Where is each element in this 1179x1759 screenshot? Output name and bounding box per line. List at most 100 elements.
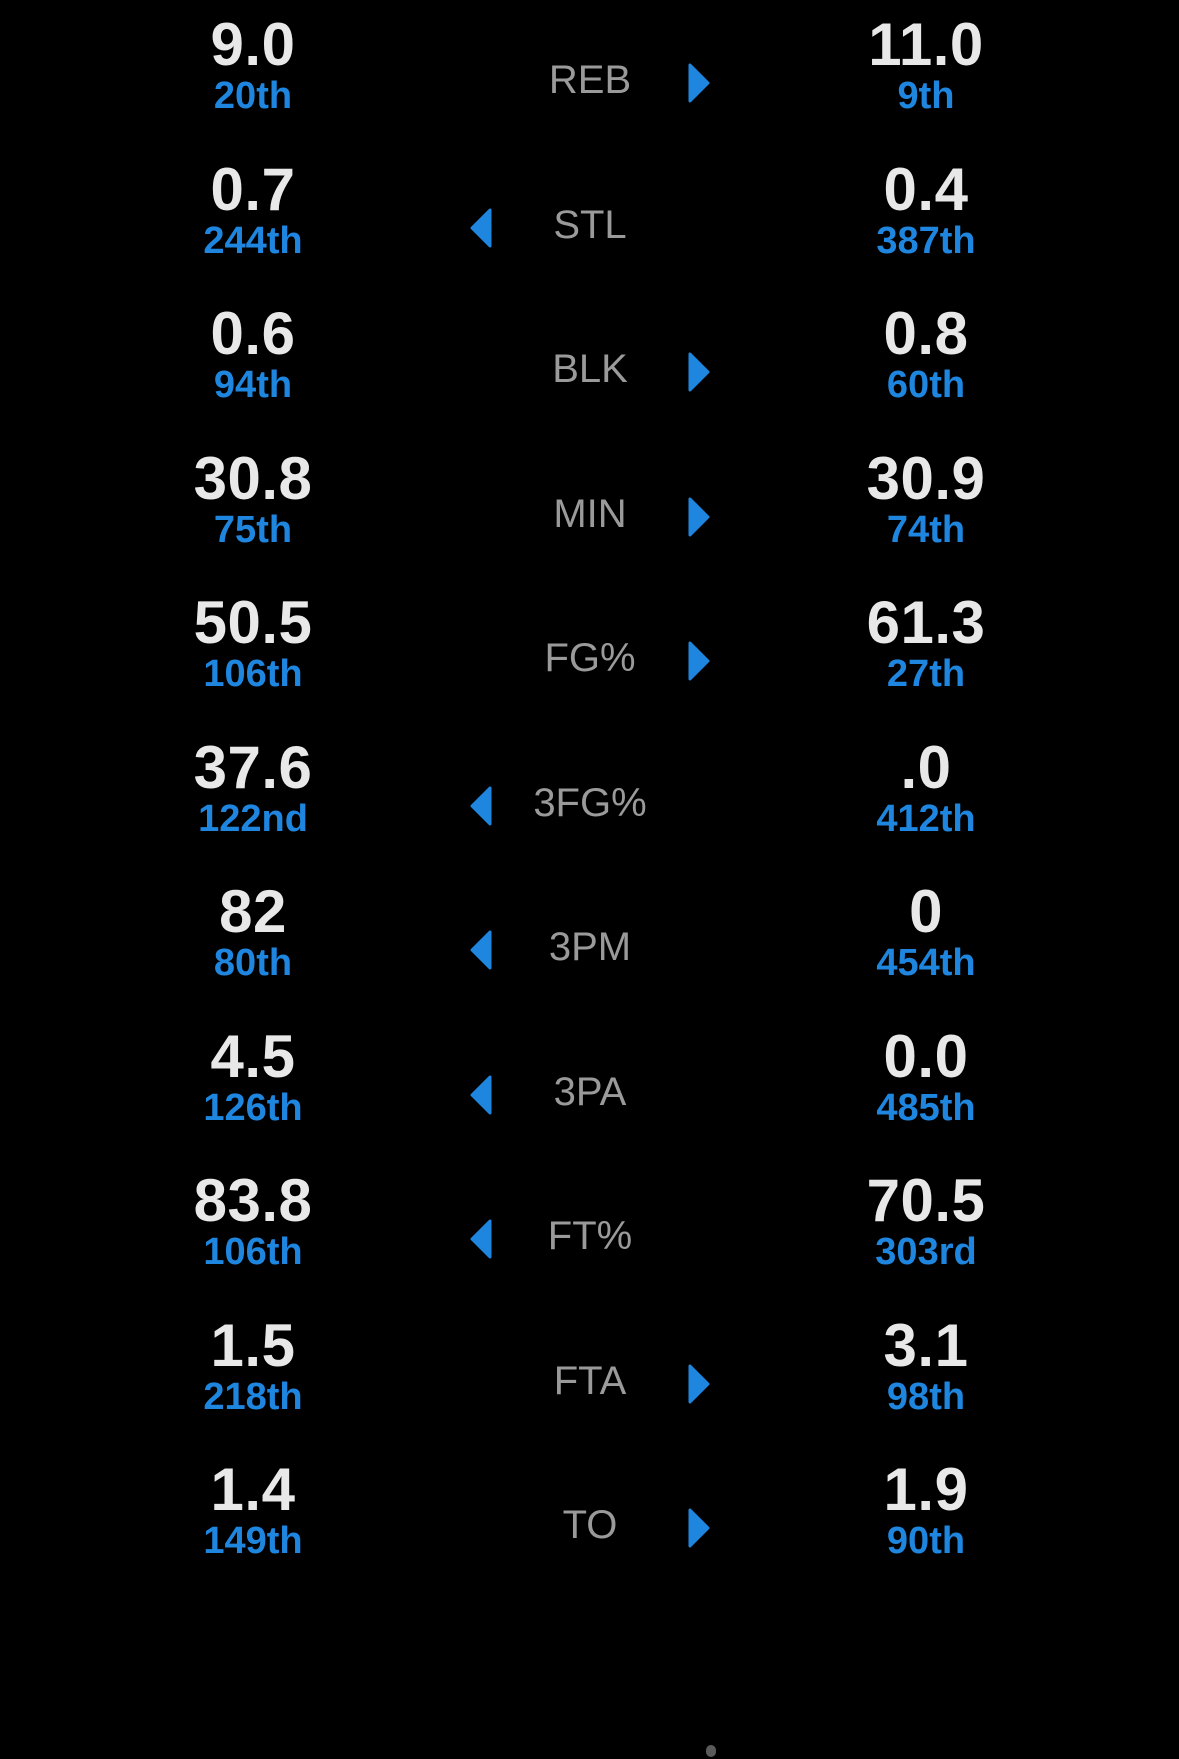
left-stat-value: 1.5 [210, 1311, 296, 1379]
right-stat-value: 3.1 [883, 1311, 969, 1379]
stat-row-blk[interactable]: 0.6 94th BLK 0.8 60th [0, 301, 1179, 463]
stat-row-3fg-pct[interactable]: 37.6 122nd 3FG% .0 412th [0, 733, 1179, 897]
left-player-stat: 0.7 244th [123, 155, 383, 263]
stat-row-reb[interactable]: 9.0 20th REB 11.0 9th [0, 12, 1179, 174]
right-stat-rank: 9th [897, 75, 955, 117]
right-stat-value: 0 [909, 878, 943, 945]
right-stat-rank: 454th [876, 942, 976, 984]
left-stat-rank: 75th [213, 508, 293, 551]
chevron-left-icon [468, 1075, 494, 1115]
left-player-stat: 4.5 126th [123, 1022, 383, 1130]
right-stat-value: 0.4 [883, 155, 969, 223]
left-player-stat: 82 80th [123, 879, 383, 985]
right-player-stat: 0 454th [796, 879, 1056, 985]
left-player-stat: 30.8 75th [123, 444, 383, 552]
right-stat-rank: 90th [886, 1520, 966, 1562]
left-stat-rank: 218th [203, 1375, 303, 1418]
stat-row-3pm[interactable]: 82 80th 3PM 0 454th [0, 879, 1179, 1041]
left-stat-value: 0.7 [210, 155, 296, 223]
stat-label: 3PM [548, 925, 632, 969]
right-stat-rank: 74th [886, 508, 966, 551]
left-stat-rank: 149th [203, 1520, 303, 1562]
right-player-stat: 1.9 90th [796, 1457, 1056, 1563]
left-player-stat: 83.8 106th [123, 1168, 383, 1274]
right-player-stat: 11.0 9th [796, 12, 1056, 118]
chevron-left-icon [468, 786, 494, 826]
right-stat-value: 70.5 [866, 1167, 986, 1234]
stat-label: FT% [547, 1214, 633, 1258]
left-stat-rank: 106th [203, 1231, 303, 1273]
chevron-right-icon [686, 497, 712, 537]
chevron-left-icon [468, 930, 494, 970]
chevron-right-icon [686, 641, 712, 681]
right-player-stat: 0.4 387th [796, 155, 1056, 263]
right-player-stat: 61.3 27th [796, 590, 1056, 696]
right-stat-rank: 27th [886, 653, 966, 695]
right-stat-value: 0.8 [883, 300, 969, 367]
stat-label: FTA [553, 1358, 627, 1403]
stat-row-stl[interactable]: 0.7 244th STL 0.4 387th [0, 155, 1179, 319]
left-stat-rank: 122nd [198, 797, 308, 840]
stat-label: STL [553, 202, 627, 247]
left-stat-value: 37.6 [193, 733, 313, 801]
right-player-stat: 30.9 74th [796, 444, 1056, 552]
right-stat-value: 0.0 [883, 1022, 969, 1090]
right-stat-rank: 412th [876, 797, 976, 840]
left-player-stat: 37.6 122nd [123, 733, 383, 841]
right-player-stat: .0 412th [796, 733, 1056, 841]
right-stat-value: 1.9 [883, 1456, 969, 1523]
chevron-right-icon [686, 1508, 712, 1548]
right-stat-rank: 303rd [875, 1231, 977, 1273]
chevron-right-icon [686, 63, 712, 103]
stat-row-min[interactable]: 30.8 75th MIN 30.9 74th [0, 444, 1179, 608]
stat-row-3pa[interactable]: 4.5 126th 3PA 0.0 485th [0, 1022, 1179, 1186]
right-player-stat: 0.8 60th [796, 301, 1056, 407]
left-player-stat: 9.0 20th [123, 12, 383, 118]
left-player-stat: 50.5 106th [123, 590, 383, 696]
chevron-left-icon [468, 208, 494, 248]
right-stat-rank: 98th [886, 1375, 966, 1418]
stat-label: REB [548, 58, 632, 102]
stat-row-fg-pct[interactable]: 50.5 106th FG% 61.3 27th [0, 590, 1179, 752]
left-stat-rank: 94th [213, 364, 293, 406]
chevron-left-icon [468, 1219, 494, 1259]
left-stat-value: 30.8 [193, 444, 313, 512]
stat-label: BLK [552, 347, 628, 391]
stat-label: TO [562, 1503, 618, 1547]
right-stat-value: 11.0 [868, 11, 984, 78]
right-stat-rank: 387th [876, 219, 976, 262]
left-stat-rank: 106th [203, 653, 303, 695]
stat-row-ft-pct[interactable]: 83.8 106th FT% 70.5 303rd [0, 1168, 1179, 1330]
right-player-stat: 0.0 485th [796, 1022, 1056, 1130]
stat-label: 3PA [553, 1069, 627, 1114]
left-player-stat: 0.6 94th [123, 301, 383, 407]
scroll-indicator[interactable] [706, 1745, 716, 1757]
left-player-stat: 1.5 218th [123, 1311, 383, 1419]
left-stat-rank: 20th [213, 75, 293, 117]
left-stat-value: 82 [219, 878, 287, 945]
chevron-right-icon [686, 352, 712, 392]
right-stat-value: 61.3 [866, 589, 986, 656]
chevron-right-icon [686, 1364, 712, 1404]
right-stat-rank: 60th [886, 364, 966, 406]
right-player-stat: 3.1 98th [796, 1311, 1056, 1419]
stat-label: FG% [544, 636, 636, 680]
stat-label: 3FG% [533, 780, 647, 825]
right-stat-value: 30.9 [866, 444, 986, 512]
right-player-stat: 70.5 303rd [796, 1168, 1056, 1274]
left-stat-value: 9.0 [210, 11, 296, 78]
left-stat-value: 4.5 [210, 1022, 296, 1090]
stat-label: MIN [553, 491, 627, 536]
left-stat-value: 50.5 [193, 589, 313, 656]
left-player-stat: 1.4 149th [123, 1457, 383, 1563]
left-stat-rank: 80th [213, 942, 293, 984]
left-stat-rank: 244th [203, 219, 303, 262]
right-stat-rank: 485th [876, 1086, 976, 1129]
left-stat-rank: 126th [203, 1086, 303, 1129]
right-stat-value: .0 [900, 733, 952, 801]
left-stat-value: 0.6 [210, 300, 296, 367]
stat-row-fta[interactable]: 1.5 218th FTA 3.1 98th [0, 1311, 1179, 1475]
stat-row-to[interactable]: 1.4 149th TO 1.9 90th [0, 1457, 1179, 1619]
left-stat-value: 1.4 [210, 1456, 296, 1523]
